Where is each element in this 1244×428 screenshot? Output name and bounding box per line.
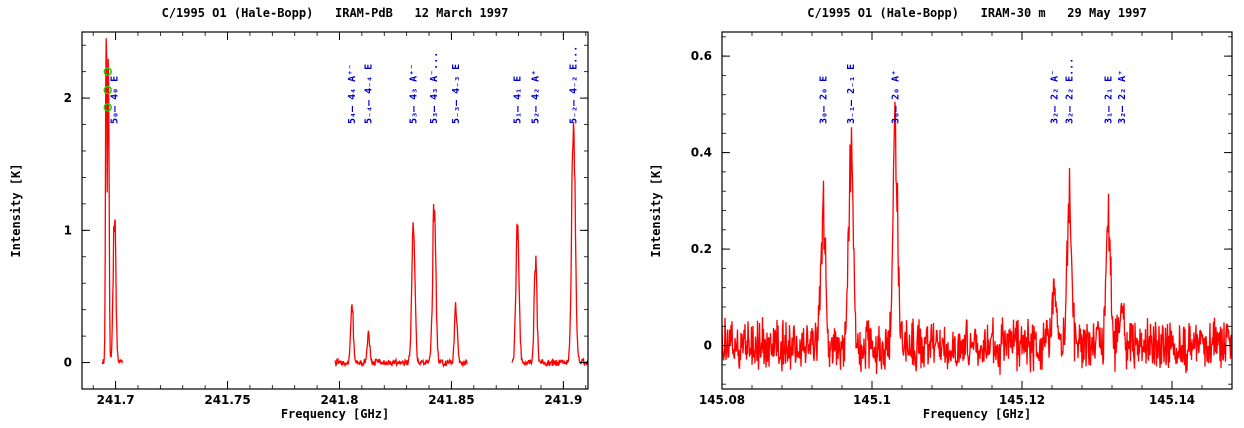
- x-tick-label: 145.12: [999, 393, 1045, 407]
- spectrum-panel-2: C/1995 O1 (Hale-Bopp) IRAM-30 m 29 May 1…: [649, 6, 1233, 421]
- channel-marker: [103, 85, 112, 95]
- x-tick-label: 145.1: [853, 393, 891, 407]
- line-id-label: 3₂– 2₂ A⁻: [1049, 70, 1060, 124]
- trace-segment: [511, 121, 588, 367]
- line-id-label: 5₋₂– 4₋₂ E...: [568, 46, 579, 124]
- x-tick-label: 241.8: [320, 393, 358, 407]
- trace-segment: [334, 203, 468, 368]
- x-tick-label: 145.08: [699, 393, 745, 407]
- x-tick-label: 241.7: [97, 393, 135, 407]
- y-tick-label: 0.6: [691, 49, 712, 63]
- line-id-label: 5₂– 4₂ A⁺: [531, 70, 542, 124]
- line-id-label: 5₀– 4₀ E: [109, 76, 120, 124]
- line-id-label: 3₀– 2₀ A⁺: [890, 70, 901, 124]
- spectrum-panel-1: C/1995 O1 (Hale-Bopp) IRAM-PdB 12 March …: [9, 6, 589, 421]
- y-tick-label: 1: [64, 223, 72, 237]
- line-id-label: 5₄– 4₄ A⁺⁻: [347, 64, 358, 124]
- spectrum-trace: [722, 101, 1232, 375]
- line-id-label: 3₂– 2₂ A⁺: [1117, 70, 1128, 124]
- channel-marker: [103, 103, 112, 112]
- x-tick-label: 241.85: [428, 393, 474, 407]
- y-tick-label: 0.2: [691, 242, 712, 256]
- plot-frame: [81, 31, 589, 390]
- x-tick-label: 145.14: [1149, 393, 1195, 407]
- y-tick-label: 0.4: [691, 146, 712, 160]
- x-axis-label: Frequency [GHz]: [923, 407, 1031, 421]
- y-tick-label: 0: [704, 339, 712, 353]
- x-tick-label: 241.75: [204, 393, 250, 407]
- y-tick-label: 0: [64, 356, 72, 370]
- chart-title: C/1995 O1 (Hale-Bopp) IRAM-30 m 29 May 1…: [807, 6, 1147, 20]
- line-id-label: 5₋₄– 4₋₄ E: [364, 64, 375, 124]
- line-id-label: 5₋₃– 4₋₃ E: [451, 64, 462, 124]
- spectrum-trace: [101, 38, 588, 368]
- line-id-label: 5₃– 4₃ A⁺⁻: [408, 64, 419, 124]
- line-id-label: 5₃– 4₃ A⁻...: [429, 52, 440, 124]
- channel-marker: [103, 67, 112, 76]
- line-id-label: 5₁– 4₁ E: [512, 76, 523, 124]
- line-id-label: 3₀– 2₀ E: [818, 76, 829, 124]
- x-tick-label: 241.9: [544, 393, 582, 407]
- line-id-label: 3₂– 2₂ E...: [1064, 58, 1075, 124]
- y-axis-label: Intensity [K]: [9, 164, 23, 258]
- y-tick-label: 2: [64, 91, 72, 105]
- line-id-label: 3₋₁– 2₋₁ E: [846, 64, 857, 124]
- chart-title: C/1995 O1 (Hale-Bopp) IRAM-PdB 12 March …: [162, 6, 509, 20]
- x-axis-label: Frequency [GHz]: [281, 407, 389, 421]
- y-axis-label: Intensity [K]: [649, 164, 663, 258]
- line-id-label: 3₁– 2₁ E: [1103, 76, 1114, 124]
- trace-segment: [101, 38, 123, 365]
- trace-segment: [722, 101, 1232, 375]
